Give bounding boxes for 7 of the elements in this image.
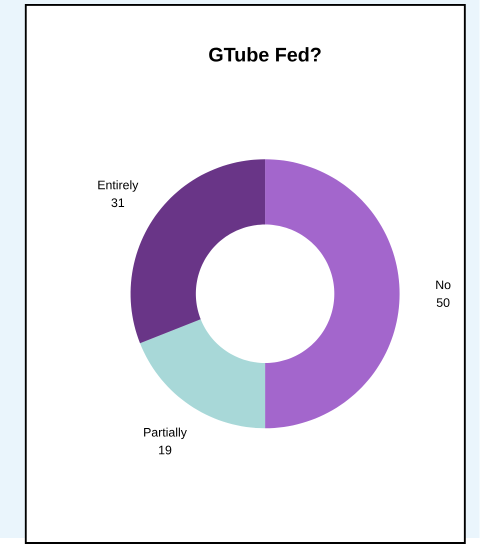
slice-label: Entirely: [98, 180, 138, 192]
slice-label: Partially: [144, 428, 188, 440]
data-label: 31: [112, 198, 124, 208]
slice-label: No: [436, 280, 451, 290]
data-label: 50: [436, 298, 450, 307]
data-label: 19: [159, 446, 172, 454]
chart-title: GTube Fed?: [209, 47, 321, 62]
